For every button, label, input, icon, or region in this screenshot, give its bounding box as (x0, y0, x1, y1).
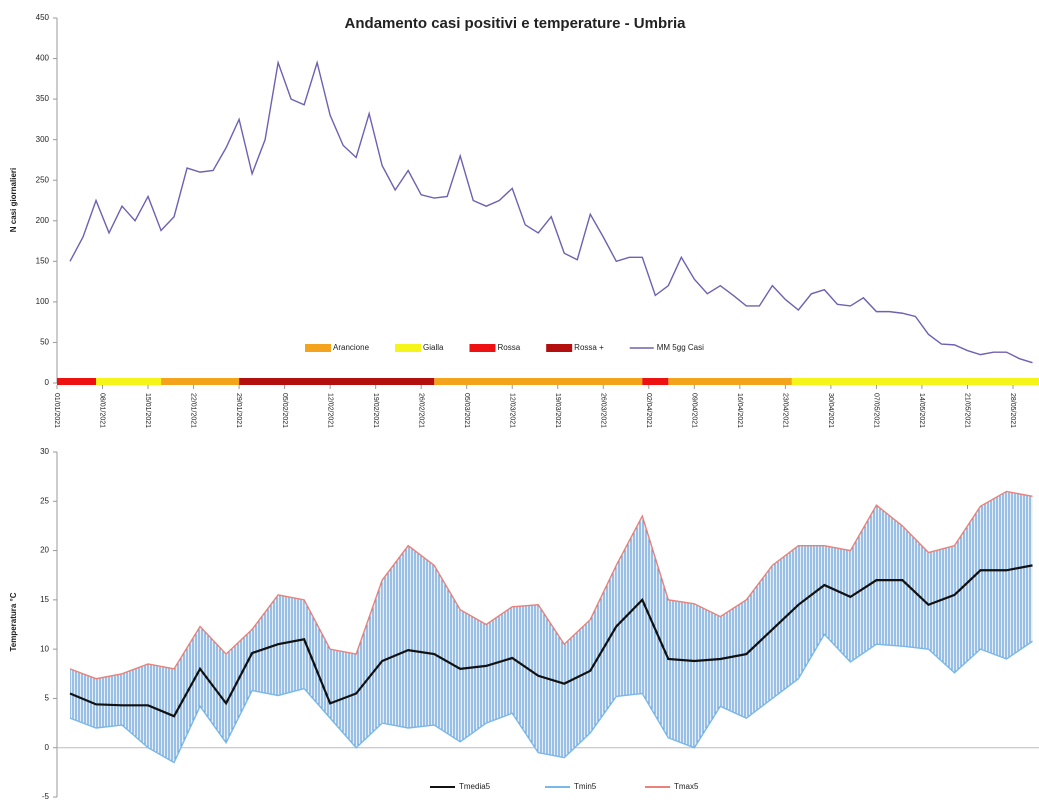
y-tick-label: -5 (42, 792, 50, 801)
legend-label: Rossa + (574, 343, 604, 352)
temperature-band (954, 506, 981, 673)
series-line (69, 490, 1033, 680)
temperature-band (772, 545, 799, 699)
x-tick-label: 21/05/2021 (964, 393, 971, 428)
x-tick-label: 29/01/2021 (235, 393, 242, 428)
zone-band (642, 378, 669, 385)
x-tick-label: 19/03/2021 (554, 393, 561, 428)
temperature-band (902, 525, 929, 650)
x-tick-label: 09/04/2021 (690, 393, 697, 428)
y-tick-label: 10 (40, 644, 49, 653)
temperature-band (304, 599, 331, 719)
x-tick-label: 01/01/2021 (53, 393, 60, 428)
y-tick-label: 100 (36, 297, 50, 306)
legend-label: MM 5gg Casi (657, 343, 704, 352)
y-tick-label: 15 (40, 595, 49, 604)
y-axis-title: N casi giornalieri (9, 168, 18, 232)
x-tick-label: 30/04/2021 (827, 393, 834, 428)
y-tick-label: 20 (40, 546, 49, 555)
legend-label: Tmedia5 (459, 782, 491, 791)
legend-swatch (395, 344, 422, 352)
y-tick-label: 450 (36, 13, 50, 22)
zone-band (239, 378, 435, 385)
temperature-band (694, 603, 721, 748)
legend-label: Arancione (333, 343, 370, 352)
y-axis-title: Temperatura °C (9, 592, 18, 651)
temperature-band (668, 599, 695, 748)
temperature-band (226, 629, 253, 743)
y-tick-label: 30 (40, 447, 49, 456)
temperature-band (928, 545, 955, 673)
legend-swatch (469, 344, 496, 352)
legend-label: Tmax5 (674, 782, 699, 791)
y-tick-label: 300 (36, 135, 50, 144)
legend-label: Rossa (497, 343, 520, 352)
x-tick-label: 16/04/2021 (736, 393, 743, 428)
zone-band (434, 378, 643, 385)
x-tick-label: 08/01/2021 (99, 393, 106, 428)
y-tick-label: 25 (40, 496, 49, 505)
temperature-band (460, 609, 487, 742)
legend-label: Tmin5 (574, 782, 597, 791)
temperature-band (980, 491, 1007, 659)
temperature-band (616, 516, 643, 697)
x-tick-label: 05/02/2021 (281, 393, 288, 428)
temperature-band (434, 565, 461, 742)
temperature-band (486, 606, 513, 724)
y-tick-label: 200 (36, 216, 50, 225)
temperature-band (512, 604, 539, 753)
zone-band (161, 378, 240, 385)
series-line (69, 59, 1033, 364)
x-tick-label: 22/01/2021 (190, 393, 197, 428)
legend-swatch (546, 344, 573, 352)
zone-band (57, 378, 97, 385)
x-tick-label: 07/05/2021 (873, 393, 880, 428)
y-tick-label: 350 (36, 94, 50, 103)
temperature-band (96, 673, 123, 728)
x-tick-label: 05/03/2021 (463, 393, 470, 428)
temperature-band (252, 594, 279, 696)
x-tick-label: 02/04/2021 (645, 393, 652, 428)
temperature-band (148, 663, 175, 763)
x-tick-label: 12/03/2021 (508, 393, 515, 428)
y-tick-label: 400 (36, 54, 50, 63)
zone-band (668, 378, 792, 385)
temperature-band (382, 545, 409, 728)
temperature-band (850, 505, 877, 662)
y-tick-label: 0 (45, 378, 50, 387)
temperature-band (720, 599, 747, 719)
temperature-band (538, 604, 565, 758)
series-line (69, 564, 1033, 718)
y-tick-label: 50 (40, 338, 49, 347)
x-tick-label: 15/01/2021 (144, 393, 151, 428)
y-tick-label: 0 (45, 743, 50, 752)
temperature-band (1006, 491, 1033, 659)
y-tick-label: 5 (45, 694, 50, 703)
y-tick-label: 250 (36, 175, 50, 184)
legend-label: Gialla (423, 343, 444, 352)
x-tick-label: 14/05/2021 (918, 393, 925, 428)
zone-band (96, 378, 162, 385)
temperature-band (564, 619, 591, 758)
temperature-band (278, 594, 305, 696)
legend-swatch (305, 344, 331, 352)
temperature-band (798, 545, 825, 679)
series-line (69, 633, 1033, 764)
y-tick-label: 150 (36, 256, 50, 265)
temperature-band (876, 505, 903, 647)
x-tick-label: 12/02/2021 (326, 393, 333, 428)
temperature-band (356, 580, 383, 748)
x-tick-label: 19/02/2021 (372, 393, 379, 428)
x-tick-label: 23/04/2021 (782, 393, 789, 428)
temperature-band (824, 545, 851, 662)
x-tick-label: 28/05/2021 (1009, 393, 1016, 428)
zone-band (791, 378, 1039, 385)
chart-title: Andamento casi positivi e temperature - … (345, 15, 687, 32)
temperature-band (408, 545, 435, 728)
x-tick-label: 26/02/2021 (417, 393, 424, 428)
x-tick-label: 26/03/2021 (599, 393, 606, 428)
